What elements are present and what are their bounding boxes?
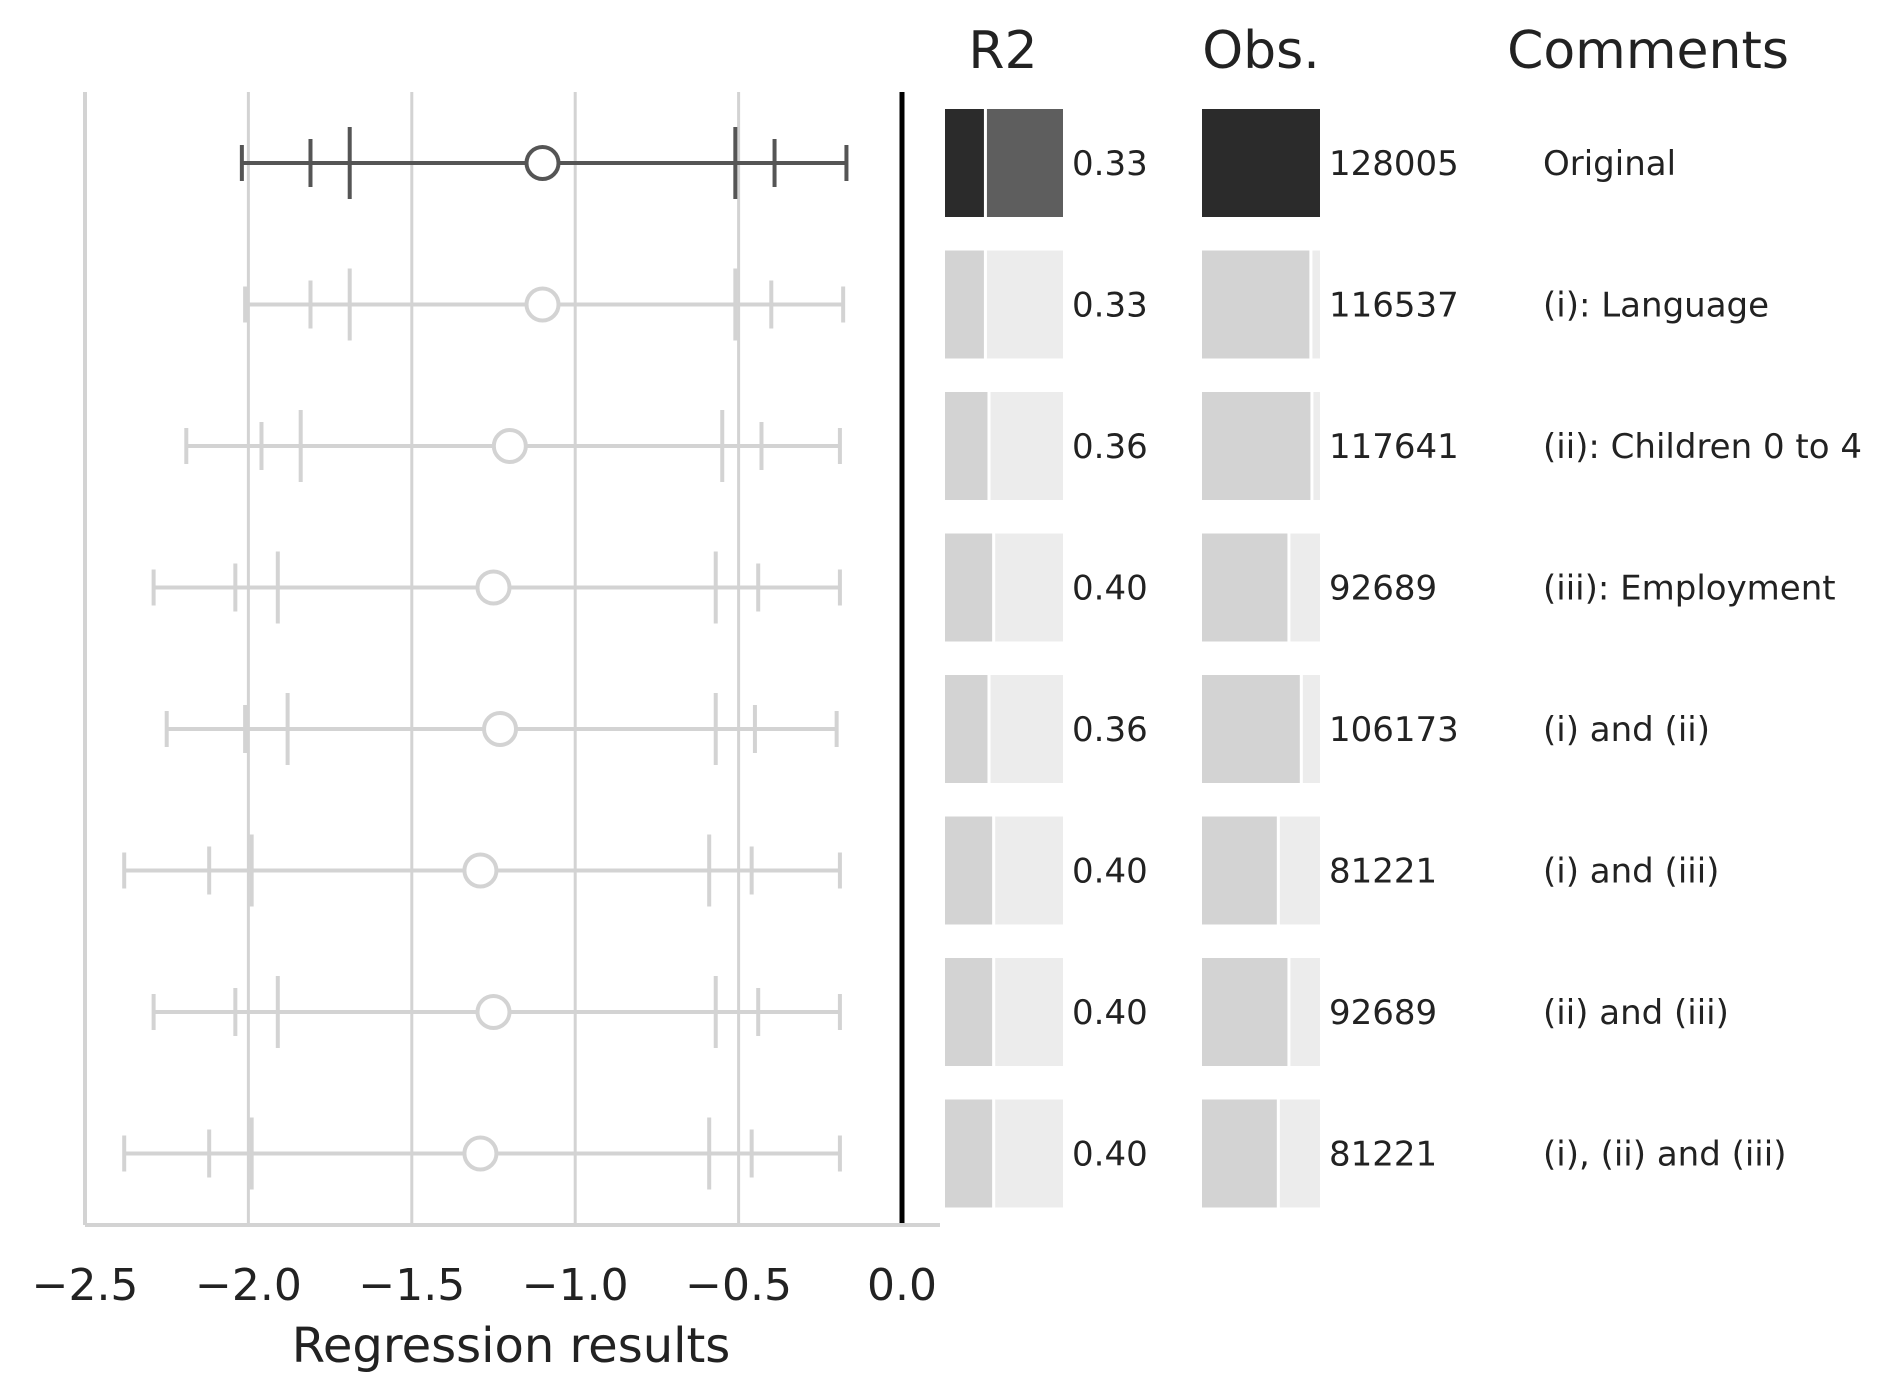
point-estimate [478, 996, 510, 1028]
obs-value: 117641 [1329, 427, 1459, 467]
estimate-row: 0.33 116537 (i): Language [245, 251, 1769, 359]
regression-forest-chart: 0.33 128005 Original 0.33 116537 (i): Languag… [0, 0, 1877, 1397]
r2-bar-fill [945, 109, 984, 217]
point-estimate [478, 572, 510, 604]
r2-value: 0.40 [1072, 569, 1148, 609]
comments-column-header: Comments [1507, 21, 1789, 81]
comment-text: (i) and (iii) [1543, 852, 1719, 892]
obs-column-header: Obs. [1202, 21, 1320, 81]
x-tick-label: −1.0 [522, 1260, 629, 1311]
point-estimate [527, 289, 559, 321]
comment-text: (i) and (ii) [1543, 710, 1710, 750]
x-tick-labels: −2.5 −2.0 −1.5 −1.0 −0.5 0.0 [32, 1260, 937, 1311]
obs-value: 128005 [1329, 144, 1459, 184]
comment-text: (ii) and (iii) [1543, 993, 1729, 1033]
point-estimate [494, 430, 526, 462]
x-tick-label: −1.5 [358, 1260, 465, 1311]
obs-value: 116537 [1329, 286, 1459, 326]
r2-value: 0.33 [1072, 286, 1148, 326]
r2-column-header: R2 [968, 21, 1037, 81]
estimate-row: 0.36 117641 (ii): Children 0 to 4 [186, 392, 1862, 500]
obs-bar-fill [1202, 958, 1287, 1066]
obs-value: 81221 [1329, 852, 1437, 892]
estimate-row: 0.36 106173 (i) and (ii) [167, 675, 1710, 783]
point-estimate [464, 1138, 496, 1170]
comment-text: (ii): Children 0 to 4 [1543, 427, 1862, 467]
point-estimate [527, 147, 559, 179]
obs-bar-fill [1202, 675, 1300, 783]
r2-bar-fill [945, 534, 992, 642]
x-tick-label: −0.5 [685, 1260, 792, 1311]
obs-value: 81221 [1329, 1135, 1437, 1175]
obs-value: 106173 [1329, 710, 1459, 750]
estimate-row: 0.40 92689 (ii) and (iii) [154, 958, 1729, 1066]
obs-bar-fill [1202, 251, 1309, 359]
r2-value: 0.36 [1072, 710, 1148, 750]
x-axis-label: Regression results [292, 1318, 731, 1374]
comment-text: (i): Language [1543, 286, 1769, 326]
obs-bar-fill [1202, 392, 1310, 500]
estimate-row: 0.40 92689 (iii): Employment [154, 534, 1836, 642]
x-tick-label: 0.0 [867, 1260, 937, 1311]
r2-bar-fill [945, 251, 984, 359]
point-estimate [484, 713, 516, 745]
obs-bar-fill [1202, 817, 1277, 925]
obs-bar-fill [1202, 1100, 1277, 1208]
x-tick-label: −2.5 [32, 1260, 139, 1311]
r2-bar-fill [945, 675, 987, 783]
x-tick-label: −2.0 [195, 1260, 302, 1311]
r2-bar-fill [945, 392, 987, 500]
r2-bar-fill [945, 1100, 992, 1208]
estimate-row: 0.40 81221 (i), (ii) and (iii) [124, 1100, 1786, 1208]
obs-value: 92689 [1329, 993, 1437, 1033]
estimate-row: 0.33 128005 Original [242, 109, 1676, 217]
r2-bar-fill [945, 817, 992, 925]
comment-text: Original [1543, 144, 1676, 184]
r2-bar-fill [945, 958, 992, 1066]
point-estimate [464, 855, 496, 887]
r2-value: 0.40 [1072, 993, 1148, 1033]
estimate-rows: 0.33 128005 Original 0.33 116537 (i): Languag… [124, 109, 1862, 1208]
r2-value: 0.40 [1072, 1135, 1148, 1175]
comment-text: (iii): Employment [1543, 569, 1836, 609]
obs-bar-fill [1202, 109, 1320, 217]
r2-value: 0.36 [1072, 427, 1148, 467]
gridlines [248, 92, 738, 1225]
comment-text: (i), (ii) and (iii) [1543, 1135, 1786, 1175]
obs-bar-fill [1202, 534, 1287, 642]
estimate-row: 0.40 81221 (i) and (iii) [124, 817, 1719, 925]
r2-value: 0.40 [1072, 852, 1148, 892]
r2-value: 0.33 [1072, 144, 1148, 184]
obs-value: 92689 [1329, 569, 1437, 609]
